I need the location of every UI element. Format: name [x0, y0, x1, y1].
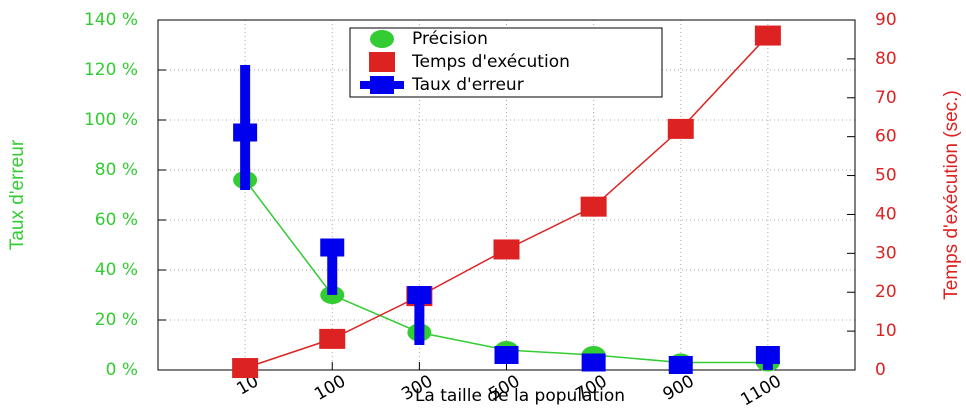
point: [407, 286, 432, 304]
legend-marker: [370, 76, 394, 94]
y2-tick-label: 50: [875, 166, 897, 186]
x-axis-label: La taille de la population: [415, 386, 625, 406]
y2-tick-label: 60: [875, 127, 897, 147]
y-tick-label: 0 %: [106, 360, 138, 380]
y2-tick-label: 40: [875, 204, 897, 224]
y2-tick-label: 10: [875, 321, 897, 341]
point: [233, 123, 258, 142]
y2-tick-label: 80: [875, 49, 897, 69]
y2-tick-label: 90: [875, 10, 897, 30]
y-tick-label: 40 %: [95, 260, 138, 280]
point: [319, 328, 346, 349]
y2-tick-label: 20: [875, 282, 897, 302]
y-tick-label: 120 %: [84, 60, 138, 80]
y2-axis-label: Temps d'exécution (sec.): [941, 90, 962, 300]
y-axis-label: Taux d'erreur: [7, 139, 28, 250]
legend-label: Précision: [412, 29, 488, 49]
legend-marker: [370, 30, 394, 48]
y2-tick-label: 30: [875, 243, 897, 263]
y2-tick-label: 70: [875, 88, 897, 108]
point: [320, 238, 345, 257]
legend-label: Temps d'exécution: [411, 52, 570, 72]
error-bar: [327, 242, 338, 295]
point: [755, 346, 780, 364]
legend-label: Taux d'erreur: [411, 75, 524, 95]
x-tick-label: 900: [660, 371, 698, 405]
plot-frame: [157, 19, 856, 371]
point: [493, 239, 520, 260]
point: [754, 25, 781, 46]
y2-tick-label: 0: [875, 360, 886, 380]
error-bar: [414, 292, 425, 345]
point: [494, 346, 519, 364]
point: [580, 196, 607, 217]
point: [667, 118, 694, 139]
point: [668, 356, 693, 374]
y-tick-label: 80 %: [95, 160, 138, 180]
legend-marker: [369, 52, 395, 72]
point: [232, 358, 259, 379]
x-tick-label: 1100: [737, 371, 784, 410]
y-tick-label: 100 %: [84, 110, 138, 130]
point: [581, 353, 606, 372]
x-tick-label: 100: [311, 371, 349, 405]
y-tick-label: 140 %: [84, 10, 138, 30]
y-tick-label: 20 %: [95, 310, 138, 330]
y-tick-label: 60 %: [95, 210, 138, 230]
